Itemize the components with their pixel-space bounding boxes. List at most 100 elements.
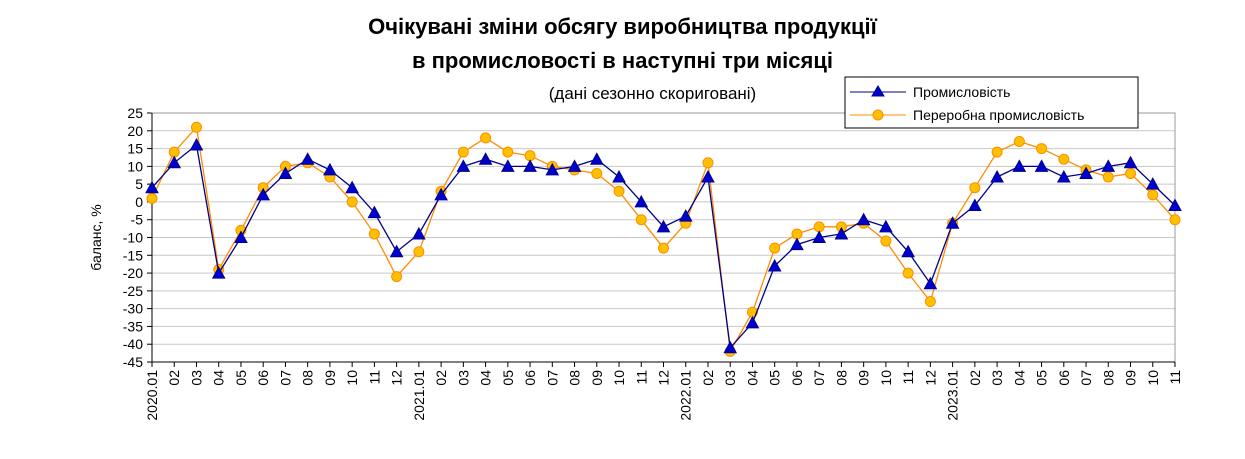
y-tick-label: -10 [123,230,143,246]
x-tick-label: 05 [1034,370,1050,386]
x-tick-label: 12 [656,370,672,386]
data-point-triangle [1123,155,1138,169]
data-point-triangle [1079,166,1093,179]
x-tick-label: 10 [611,370,627,386]
data-point-triangle [456,159,471,172]
y-tick-label: -15 [123,247,143,263]
x-tick-label: 08 [1100,370,1116,386]
x-tick-label: 06 [255,370,271,386]
x-tick-label: 12 [922,370,938,386]
data-point-circle [457,146,469,158]
y-tick-label: -35 [123,318,143,334]
data-point-circle [190,121,202,133]
data-point-triangle [634,194,649,208]
x-tick-label: 04 [478,370,494,386]
data-point-triangle [790,237,804,251]
legend-triangle-icon [871,85,885,97]
data-point-circle [880,235,892,247]
data-point-circle [346,196,358,208]
data-point-triangle [300,152,315,165]
data-point-circle [1125,167,1137,179]
x-tick-label: 2020.01 [144,370,160,421]
data-point-triangle [1168,198,1182,211]
x-tick-label: 09 [322,370,338,386]
x-tick-label: 2021.01 [411,370,427,421]
data-point-triangle [389,244,404,258]
x-tick-label: 04 [211,370,227,386]
x-tick-label: 02 [433,370,449,386]
data-point-triangle [189,137,204,151]
data-point-triangle [434,187,448,201]
data-point-triangle [500,159,515,172]
data-point-circle [391,271,403,283]
x-tick-label: 08 [833,370,849,386]
data-point-triangle [323,162,337,176]
data-point-triangle [545,162,560,176]
y-tick-label: 10 [127,158,143,174]
x-tick-labels: 2020.01 02 03 04 05 06 07 08 09 10 11 12 2021.01 02 03… [144,370,1183,421]
x-tick-label: 09 [856,370,872,386]
x-tick-label: 07 [1078,370,1094,386]
data-point-triangle [412,226,426,240]
data-point-triangle [745,315,760,329]
data-point-triangle [567,159,582,172]
data-point-circle [368,228,380,240]
data-point-circle [769,242,781,254]
x-tick-label: 11 [633,370,649,385]
y-tick-label: -20 [123,265,143,281]
data-point-triangle [723,340,738,354]
data-point-circle [658,242,669,254]
data-point-circle [1013,135,1025,147]
data-point-triangle [345,180,359,194]
data-point-circle [902,267,914,279]
data-point-circle [1169,214,1181,226]
x-tick-label: 02 [166,370,182,386]
data-point-triangle [656,219,671,233]
series-industry [145,137,1182,354]
x-tick-label: 02 [700,370,716,386]
y-axis-label: баланс, % [88,204,104,270]
x-tick-label: 03 [722,370,738,386]
x-tick-label: 08 [567,370,583,386]
data-point-triangle [945,216,960,229]
x-tick-label: 03 [188,370,204,386]
x-tick-label: 11 [1167,370,1183,385]
series-processing-industry [146,121,1181,357]
data-point-triangle [968,198,982,211]
data-point-triangle [923,276,938,290]
x-tick-label: 07 [811,370,827,386]
data-point-triangle [234,230,248,243]
x-tick-label: 10 [344,370,360,386]
data-point-triangle [701,169,715,183]
y-tick-label: -45 [123,354,143,370]
chart-title-line-2: в промисловості в наступні три місяці [412,48,833,73]
grid-lines [152,112,1175,363]
data-point-triangle [1034,159,1049,172]
legend-label-industry: Промисловість [913,84,1010,100]
data-point-triangle [1056,169,1071,183]
x-tick-label: 06 [522,370,538,386]
chart-subtitle: (дані сезонно скориговані) [548,84,757,103]
x-tick-label: 2022.01 [678,370,694,421]
x-tick-label: 06 [1056,370,1072,386]
data-point-triangle [167,155,182,169]
data-point-circle [480,132,492,144]
y-tick-label: -25 [123,283,143,299]
data-point-circle [1058,153,1070,165]
x-tick-label: 2023.01 [945,370,961,421]
x-tick-label: 10 [878,370,894,386]
y-tick-label: 25 [127,105,143,121]
x-tick-label: 09 [1123,370,1139,386]
y-tick-label: -5 [131,212,144,228]
x-tick-label: 05 [500,370,516,386]
data-point-triangle [1101,159,1116,172]
data-point-circle [502,146,514,158]
legend: Промисловість Переробна промисловість [844,76,1139,129]
legend-box [844,76,1139,129]
x-tick-label: 07 [277,370,293,386]
data-point-circle [924,296,936,308]
x-tick-label: 08 [300,370,316,386]
y-tick-label: 20 [127,123,143,139]
